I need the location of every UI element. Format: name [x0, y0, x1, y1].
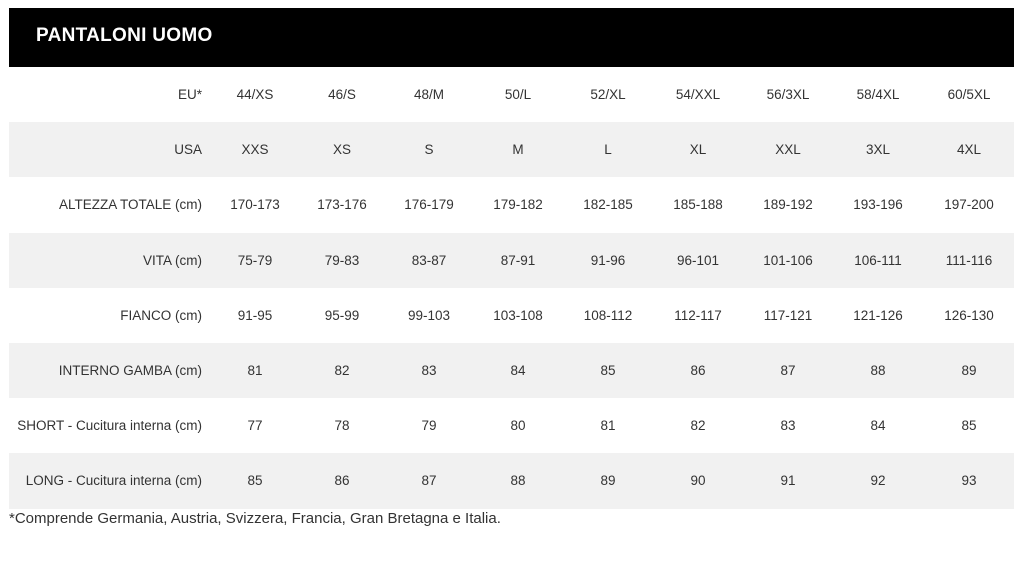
- table-row: EU* 44/XS 46/S 48/M 50/L 52/XL 54/XXL 56/3XL 58/…: [9, 67, 1014, 122]
- table-cell: 4XL: [956, 142, 982, 158]
- table-cell: 96-101: [676, 252, 720, 268]
- table-cell: 88: [870, 362, 886, 378]
- table-cell: 85: [600, 362, 616, 378]
- table-row: USA XXS XS S M L XL XXL 3XL 4XL: [9, 122, 1014, 178]
- table-row: VITA (cm) 75-79 79-83 83-87 87-91 91-96 96-101…: [9, 232, 1014, 288]
- table-cell: 56/3XL: [766, 87, 810, 102]
- table-cell: 185-188: [673, 197, 723, 213]
- table-cell: 75-79: [237, 252, 273, 268]
- table-cell: 3XL: [865, 142, 891, 158]
- table-cell: 50/L: [504, 87, 532, 102]
- table-cell: 92: [870, 473, 886, 489]
- table-cell: 193-196: [853, 197, 903, 213]
- table-cell: 79-83: [324, 252, 360, 268]
- table-cell: 83-87: [411, 252, 447, 268]
- row-label: EU*: [177, 87, 202, 102]
- table-cell: 85: [961, 418, 977, 434]
- table-row: ALTEZZA TOTALE (cm) 170-173 173-176 176-179…: [9, 177, 1014, 232]
- table-cell: 197-200: [944, 197, 994, 213]
- table-cell: 106-111: [854, 252, 902, 268]
- table-cell: 87: [780, 362, 796, 378]
- table-cell: 170-173: [230, 197, 280, 213]
- table-cell: 83: [421, 362, 437, 378]
- table-cell: 176-179: [404, 197, 454, 213]
- table-cell: 90: [690, 473, 706, 489]
- table-cell: 82: [334, 362, 350, 378]
- table-cell: 121-126: [853, 307, 903, 323]
- row-label: USA: [174, 142, 202, 158]
- table-cell: 95-99: [324, 307, 360, 323]
- table-cell: 87: [421, 473, 437, 489]
- table-cell: 85: [247, 473, 263, 489]
- table-cell: 54/XXL: [675, 87, 721, 102]
- table-row: INTERNO GAMBA (cm) 81 82 83 84 85 86 87 88 89: [9, 342, 1014, 399]
- size-table: EU* 44/XS 46/S 48/M 50/L 52/XL 54/XXL 56/3XL 58/…: [9, 67, 1014, 509]
- table-cell: 83: [780, 418, 796, 434]
- table-cell: 91-95: [237, 307, 273, 323]
- footnote: *Comprende Germania, Austria, Svizzera, …: [9, 510, 501, 527]
- table-cell: 108-112: [583, 307, 633, 323]
- row-label: SHORT - Cucitura interna (cm): [17, 418, 202, 434]
- table-cell: 84: [870, 418, 886, 434]
- table-row: SHORT - Cucitura interna (cm) 77 78 79 80 81 8…: [9, 398, 1014, 453]
- table-cell: 48/M: [413, 87, 444, 102]
- row-label: LONG - Cucitura interna (cm): [25, 473, 202, 489]
- table-cell: 103-108: [493, 307, 543, 323]
- table-cell: 86: [690, 362, 706, 378]
- table-cell: 112-117: [674, 307, 722, 323]
- table-cell: 182-185: [583, 197, 633, 213]
- table-cell: 91: [780, 473, 796, 489]
- row-label: INTERNO GAMBA (cm): [58, 362, 202, 378]
- row-label: FIANCO (cm): [120, 307, 202, 323]
- table-cell: 46/S: [328, 87, 356, 102]
- table-cell: 60/5XL: [947, 87, 991, 102]
- table-cell: 80: [510, 418, 526, 434]
- table-cell: 78: [334, 418, 350, 434]
- table-cell: XXL: [775, 142, 801, 158]
- row-label: ALTEZZA TOTALE (cm): [58, 197, 202, 213]
- table-cell: XL: [689, 142, 707, 158]
- table-cell: XXS: [241, 142, 269, 158]
- table-cell: 89: [961, 362, 977, 378]
- table-cell: 91-96: [590, 252, 626, 268]
- table-cell: 111-116: [945, 252, 993, 268]
- table-cell: 87-91: [500, 252, 536, 268]
- table-row: FIANCO (cm) 91-95 95-99 99-103 103-108 108-11…: [9, 288, 1014, 343]
- table-cell: 126-130: [944, 307, 994, 323]
- table-cell: 99-103: [407, 307, 451, 323]
- table-cell: 79: [421, 418, 437, 434]
- table-cell: 179-182: [493, 197, 543, 213]
- table-cell: 189-192: [763, 197, 813, 213]
- table-cell: 77: [247, 418, 263, 434]
- table-cell: 81: [247, 362, 263, 378]
- table-cell: XS: [332, 142, 351, 158]
- table-cell: 58/4XL: [856, 87, 900, 102]
- table-cell: 101-106: [763, 252, 813, 268]
- table-cell: 52/XL: [590, 87, 626, 102]
- table-cell: 89: [600, 473, 616, 489]
- table-cell: 81: [600, 418, 616, 434]
- table-cell: 82: [690, 418, 706, 434]
- table-cell: 93: [961, 473, 977, 489]
- table-cell: 84: [510, 362, 526, 378]
- table-cell: S: [424, 142, 434, 158]
- table-cell: 173-176: [317, 197, 367, 213]
- table-cell: 86: [334, 473, 350, 489]
- table-cell: 117-121: [763, 307, 813, 323]
- table-cell: L: [604, 142, 612, 158]
- table-cell: 88: [510, 473, 526, 489]
- table-cell: M: [512, 142, 524, 158]
- table-cell: 44/XS: [236, 87, 274, 102]
- table-row: LONG - Cucitura interna (cm) 85 86 87 88 89 90…: [9, 453, 1014, 509]
- title: PANTALONI UOMO: [36, 25, 213, 46]
- header: PANTALONI UOMO: [9, 8, 1014, 67]
- row-label: VITA (cm): [143, 252, 202, 268]
